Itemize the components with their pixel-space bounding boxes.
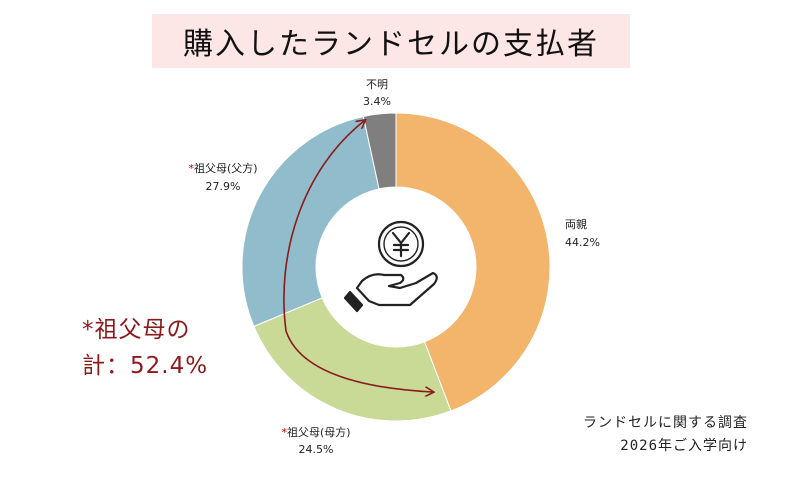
yen-coin-in-hand-icon [343, 220, 438, 313]
source-line1: ランドセルに関する調査 [583, 415, 748, 431]
slice-unknown [362, 112, 397, 190]
slice-value-paternal: 27.9% [206, 180, 241, 193]
slice-label-parents: 両親 [565, 218, 587, 231]
chart-title: 購入したランドセルの支払者 [183, 27, 599, 62]
slice-value-unknown: 3.4% [363, 95, 391, 108]
slice-label-maternal: *祖父母(母方) [281, 425, 350, 439]
donut-slices [241, 112, 551, 422]
source-line2: 2026年ご入学向け [620, 438, 748, 454]
slice-parents [395, 112, 551, 412]
slice-value-parents: 44.2% [565, 236, 600, 249]
callout-line2: 計：52.4% [82, 353, 209, 379]
arrow-to-paternal [283, 121, 364, 332]
slice-paternal-grandparents [241, 115, 380, 328]
title-box: 購入したランドセルの支払者 [152, 14, 630, 68]
grandparents-total-callout: *祖父母の 計：52.4% [82, 312, 208, 384]
arrow-to-maternal [285, 330, 432, 392]
slice-label-unknown: 不明 [366, 78, 388, 91]
callout-line1: *祖父母の [82, 317, 191, 343]
slice-maternal-grandparents [253, 297, 452, 422]
slice-label-paternal: *祖父母(父方) [188, 161, 257, 175]
slice-value-maternal: 24.5% [299, 443, 334, 456]
source-note: ランドセルに関する調査 2026年ご入学向け [583, 412, 748, 458]
